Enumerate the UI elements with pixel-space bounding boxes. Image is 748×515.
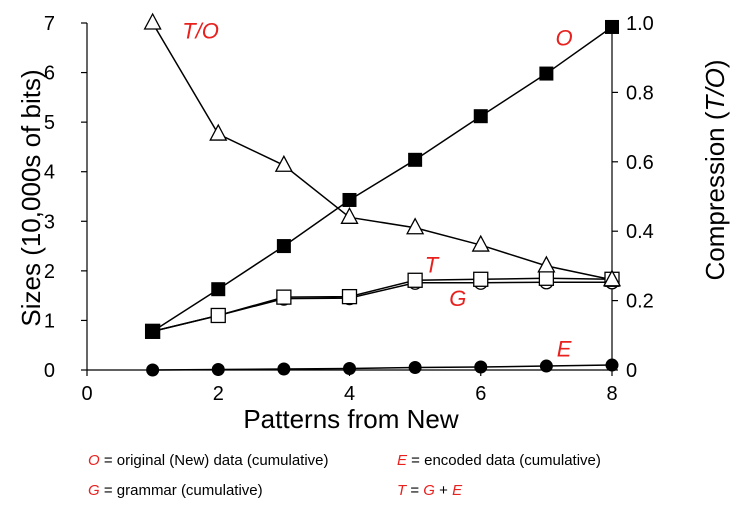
point-t-over-o-8 xyxy=(602,269,622,287)
legend-original: O = original (New) data (cumulative) xyxy=(88,452,329,469)
point-o-3 xyxy=(276,239,291,254)
point-e-2 xyxy=(211,363,225,377)
y2-axis-title-suffix: ) xyxy=(700,59,730,68)
y-tick-label-5: 5 xyxy=(44,112,55,134)
y2-tick-label-2: 0.4 xyxy=(626,221,654,243)
legend-encoded: E = encoded data (cumulative) xyxy=(397,452,601,469)
x-tick-label-4: 8 xyxy=(606,383,617,405)
point-o-1 xyxy=(145,324,160,339)
series-markers xyxy=(143,12,622,377)
point-t-2 xyxy=(210,307,226,324)
point-t-3 xyxy=(276,289,292,305)
y-tick-label-7: 7 xyxy=(44,13,55,35)
y2-axis-title-symbol: T/O xyxy=(700,68,730,111)
legend-total-symbol: T xyxy=(397,482,407,499)
point-e-6 xyxy=(474,360,488,374)
series-line-t-over-o xyxy=(151,22,613,281)
point-t-over-o-1 xyxy=(143,12,162,30)
legend-grammar: G = grammar (cumulative) xyxy=(88,482,263,499)
point-o-5 xyxy=(408,152,423,167)
point-o-8 xyxy=(605,19,619,34)
series-line-e xyxy=(152,364,613,371)
point-t-6 xyxy=(473,271,489,287)
series-label-g: G xyxy=(449,286,466,311)
point-e-4 xyxy=(343,362,356,376)
legend-total-e: E xyxy=(452,482,463,499)
y2-axis-title: Compression (T/O) xyxy=(700,59,730,280)
legend-grammar-symbol: G xyxy=(88,482,100,499)
y-tick-label-3: 3 xyxy=(44,211,55,233)
x-axis-title: Patterns from New xyxy=(243,404,459,434)
point-t-7 xyxy=(538,270,555,286)
y2-tick-label-5: 1.0 xyxy=(626,13,654,35)
legend-total: T = G + E xyxy=(397,482,462,499)
y2-tick-label-4: 0.8 xyxy=(626,82,654,104)
series-label-o: O xyxy=(556,25,573,50)
series-label-t: T xyxy=(425,252,440,277)
point-o-4 xyxy=(342,192,357,207)
series-label-e: E xyxy=(557,337,572,362)
point-t-4 xyxy=(341,288,358,305)
point-o-2 xyxy=(211,282,226,297)
legend-original-symbol: O xyxy=(88,452,100,469)
x-tick-label-1: 2 xyxy=(213,383,224,405)
point-t-over-o-3 xyxy=(274,154,293,172)
point-e-7 xyxy=(539,359,553,373)
legend-total-g: G xyxy=(423,482,435,499)
x-tick-label-2: 4 xyxy=(344,383,355,405)
y-tick-label-1: 1 xyxy=(44,310,55,332)
series-annotations: T/O O TG E xyxy=(182,19,572,362)
y-tick-label-0: 0 xyxy=(44,360,55,382)
legend-original-text: = original (New) data (cumulative) xyxy=(99,452,329,469)
y-tick-label-2: 2 xyxy=(44,261,55,283)
y2-tick-label-3: 0.6 xyxy=(626,152,654,174)
y2-tick-label-1: 0.2 xyxy=(626,291,654,313)
point-e-8 xyxy=(605,358,619,372)
point-o-6 xyxy=(473,109,488,124)
y2-tick-label-0: 0 xyxy=(626,360,637,382)
legend-grammar-text: = grammar (cumulative) xyxy=(99,482,263,499)
point-t-over-o-5 xyxy=(406,217,425,235)
point-t-over-o-6 xyxy=(471,234,490,252)
point-e-3 xyxy=(277,362,291,376)
x-tick-label-0: 0 xyxy=(81,383,92,405)
y2-axis-title-prefix: Compression ( xyxy=(700,111,730,280)
point-t-5 xyxy=(407,272,423,288)
legend-total-plus: + xyxy=(434,482,453,499)
legend-encoded-symbol: E xyxy=(397,452,408,469)
series-label-t-over-o: T/O xyxy=(182,19,219,44)
series-line-t xyxy=(152,277,613,333)
legend-total-equals: = xyxy=(406,482,424,499)
y-axis-title: Sizes (10,000s of bits) xyxy=(16,69,46,326)
legend-encoded-text: = encoded data (cumulative) xyxy=(407,452,601,469)
point-e-1 xyxy=(146,363,160,377)
x-tick-label-3: 6 xyxy=(475,383,486,405)
series-line-o xyxy=(152,26,613,332)
point-t-over-o-4 xyxy=(340,206,359,224)
point-t-over-o-7 xyxy=(537,255,556,273)
point-t-over-o-2 xyxy=(209,123,228,141)
y-tick-label-6: 6 xyxy=(44,63,55,85)
point-o-7 xyxy=(539,66,554,81)
point-e-5 xyxy=(408,361,422,375)
series-lines xyxy=(151,22,613,371)
y-tick-label-4: 4 xyxy=(44,162,55,184)
